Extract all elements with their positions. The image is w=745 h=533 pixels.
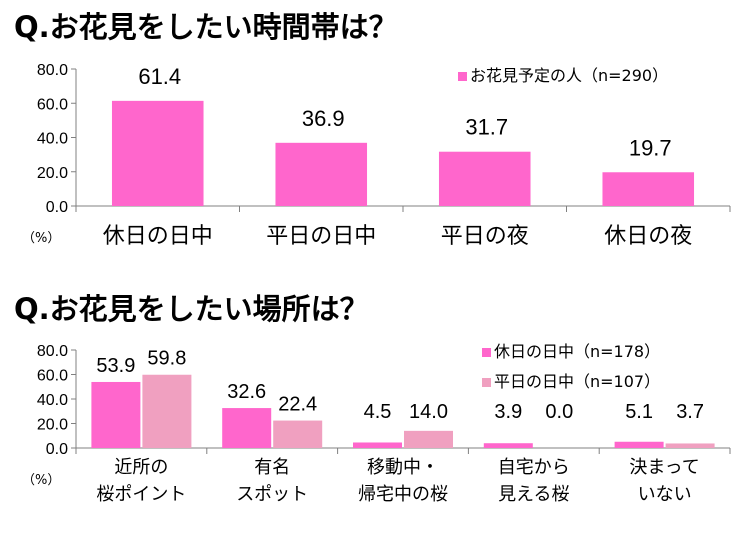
chart1-bar [602,172,695,206]
chart1-bar [438,151,531,206]
chart1-category-label: 平日の夜 [441,224,529,249]
chart2-legend-swatch [482,378,491,387]
chart1-value-label: 31.7 [465,115,508,140]
chart2-bar [142,374,192,448]
chart2-value-label: 0.0 [545,401,573,423]
chart1-y-tick-label: 40.0 [37,131,68,148]
chart2-category-label: 移動中・ [367,457,439,478]
chart2-category-label: 桜ポイント [96,484,186,505]
chart2-value-label: 4.5 [364,401,392,423]
chart1-category-label: 休日の夜 [604,224,692,249]
chart1-legend-label: お花見予定の人（n=290） [470,66,668,85]
chart2-value-label: 32.6 [227,381,266,403]
chart2-category-label: 自宅から [498,457,570,478]
chart2-category-label: 近所の [114,457,168,478]
chart2-value-label: 14.0 [409,401,448,423]
chart1-value-label: 19.7 [629,135,672,160]
chart2-bar [273,420,323,448]
chart2-bar [483,443,533,448]
chart1-value-label: 61.4 [138,64,181,89]
chart1-y-tick-label: 60.0 [37,96,68,113]
chart1-value-label: 36.9 [302,106,345,131]
chart1-y-tick-label: 20.0 [37,165,68,182]
chart2-category-label: いない [638,484,692,505]
chart2-value-label: 59.8 [147,348,186,370]
chart2-category-label: 有名 [254,457,290,478]
chart1-title: Q.お花見をしたい時間帯は？ [14,10,398,44]
chart2-y-tick-label: 40.0 [37,392,68,409]
chart1-y-tick-label: 80.0 [37,62,68,79]
chart1-unit-label: （%） [22,231,60,246]
chart2-category-label: 決まって [629,457,699,478]
chart2-y-tick-label: 80.0 [37,343,68,360]
chart2-bar [91,381,141,448]
chart1-y-tick-label: 0.0 [46,199,68,216]
chart1-bar [275,142,368,206]
chart2-bar [665,443,715,448]
chart2-value-label: 3.7 [676,401,704,423]
chart1-category-label: 平日の日中 [266,224,376,249]
chart2-legend-label: 休日の日中（n=178） [494,342,660,361]
chart2-y-tick-label: 0.0 [46,441,68,458]
chart2-bar [353,442,402,448]
chart2-category-label: 見える桜 [498,484,569,505]
chart1-category-label: 休日の日中 [103,224,213,249]
chart2-category-label: スポット [236,484,308,505]
chart2-value-label: 22.4 [278,394,317,416]
chart2-unit-label: （%） [22,473,60,488]
chart2-category-label: 帰宅中の桜 [358,484,448,505]
chart2-legend-swatch [482,348,491,357]
chart2-bar [614,441,664,448]
chart2-bar [404,430,453,448]
chart2-bar [222,408,272,448]
chart2-value-label: 5.1 [625,401,653,423]
chart2-y-tick-label: 20.0 [37,417,68,434]
chart1-bar [111,100,204,206]
chart2-legend-label: 平日の日中（n=107） [494,372,660,391]
chart2-value-label: 3.9 [494,401,522,423]
chart2-value-label: 53.9 [96,355,135,377]
chart1-legend-swatch [458,72,467,81]
chart2-y-tick-label: 60.0 [37,368,68,385]
chart2-title: Q.お花見をしたい場所は？ [14,292,369,326]
